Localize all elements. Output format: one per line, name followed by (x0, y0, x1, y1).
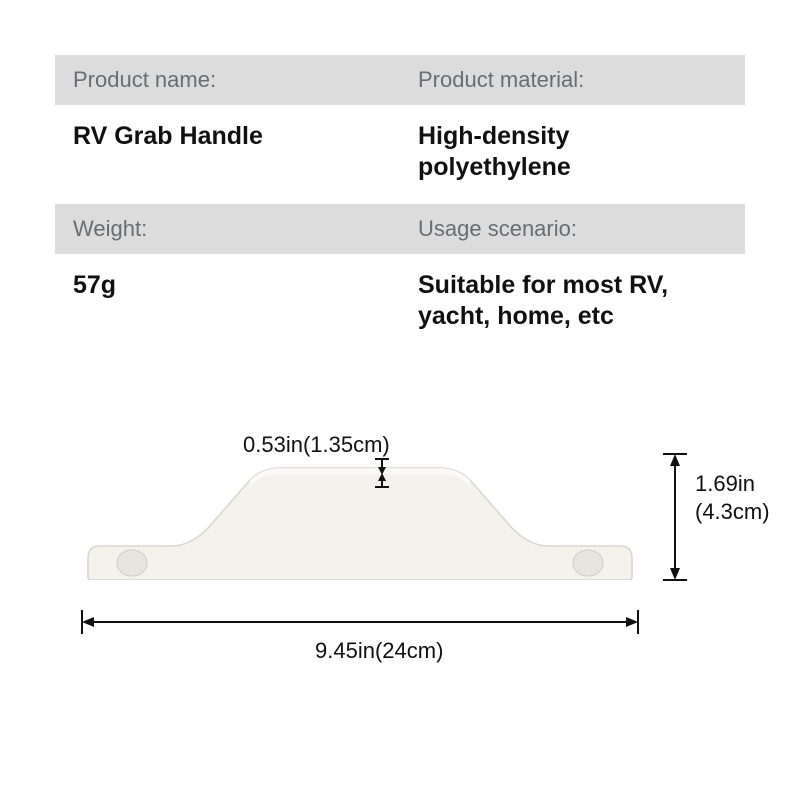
spec-value-row-2: 57g Suitable for most RV, yacht, home, e… (55, 254, 745, 353)
height-in: 1.69in (695, 471, 755, 496)
height-label: 1.69in (4.3cm) (695, 470, 770, 525)
height-dimension-line (663, 452, 687, 582)
usage-value: Suitable for most RV, yacht, home, etc (400, 254, 745, 353)
handle-illustration (80, 450, 640, 580)
product-diagram: 0.53in(1.35cm) 9.45in(24cm) 1 (55, 390, 745, 750)
usage-label: Usage scenario: (400, 204, 745, 254)
name-value: RV Grab Handle (55, 105, 400, 204)
spec-header-row-1: Product name: Product material: (55, 55, 745, 105)
height-cm: (4.3cm) (695, 498, 770, 526)
weight-value: 57g (55, 254, 400, 353)
spec-header-row-2: Weight: Usage scenario: (55, 204, 745, 254)
spec-table: Product name: Product material: RV Grab … (55, 55, 745, 352)
name-label: Product name: (55, 55, 400, 105)
thickness-label: 0.53in(1.35cm) (243, 432, 390, 458)
spec-value-row-1: RV Grab Handle High-density polyethylene (55, 105, 745, 204)
width-label: 9.45in(24cm) (315, 638, 443, 664)
weight-label: Weight: (55, 204, 400, 254)
material-label: Product material: (400, 55, 745, 105)
thickness-dimension-mark (375, 458, 389, 488)
material-value: High-density polyethylene (400, 105, 745, 204)
width-dimension-line (80, 610, 640, 634)
